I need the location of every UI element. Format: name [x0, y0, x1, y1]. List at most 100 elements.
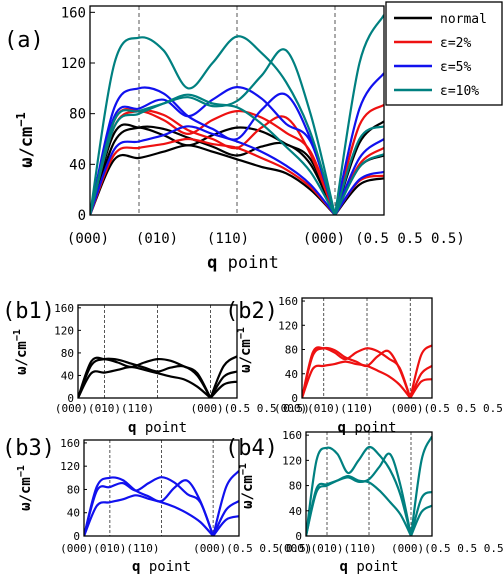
y-tick-label: 80 [67, 483, 80, 496]
series-group [78, 355, 237, 398]
legend: normal ε=2% ε=5% ε=10% [385, 1, 503, 106]
x-axis-label-rest: point [348, 559, 399, 575]
x-axis-label-q: q [128, 420, 136, 436]
x-tick-labels-group: (000)(0.5 0.5 0.5) [193, 542, 312, 555]
series-line-5-branch-2 [84, 476, 239, 536]
y-axis-label: ω/cm−1 [238, 463, 256, 509]
x-axis-label: q point [339, 559, 398, 575]
y-tick-label: 160 [60, 437, 80, 450]
legend-entry: ε=10% [440, 84, 479, 99]
y-tick-label: 0 [295, 530, 302, 543]
x-tick-label: (000) [67, 231, 109, 247]
y-axis-label-exp: −1 [12, 329, 23, 341]
series-line-10-branch-1 [90, 93, 384, 215]
a-panel: 0 40 80 120 160 [61, 5, 385, 224]
plot-frame [301, 297, 433, 399]
legend-entry: ε=5% [440, 60, 471, 75]
series-line-5-branch-1 [90, 125, 384, 215]
y-axis-label-exp: −1 [238, 463, 249, 475]
x-axis-label-rest: point [217, 253, 278, 273]
y-tick-label: 160 [61, 5, 86, 21]
y-tick-label: 120 [60, 460, 80, 473]
y-tick-label: 80 [285, 344, 298, 357]
y-tick-label: 160 [278, 295, 298, 308]
x-axis-label-q: q [132, 559, 140, 575]
y-axis-label-main: ω/cm [18, 477, 34, 511]
x-tick-label: (010) [136, 231, 178, 247]
series-group [306, 435, 432, 536]
series-group [90, 14, 384, 215]
panel-label-b1: (b1) [2, 299, 55, 324]
x-axis-label-q: q [337, 420, 345, 436]
x-tick-labels-group: (000)(0.5 0.5 0.5) [390, 402, 504, 415]
panel-label-b3: (b3) [2, 436, 55, 461]
x-tick-label: (110) [207, 231, 249, 247]
y-tick-label: 120 [61, 56, 86, 72]
y-axis-label-exp: −1 [16, 465, 27, 477]
x-axis-label: q point [337, 420, 396, 436]
x-tick-labels-group: (000)(0.5 0.5 0.5) [191, 402, 310, 415]
y-tick-label: 160 [282, 429, 302, 442]
y-axis-label: ω/cm−1 [14, 112, 37, 167]
x-tick-labels-group: (000)(0.5 0.5 0.5) [391, 542, 504, 555]
b2-panel: 0 40 80 120 160 [278, 295, 433, 405]
y-axis-label-exp: −1 [236, 327, 247, 339]
series-line-10-branch-3 [306, 435, 432, 536]
y-axis-label-exp: −1 [14, 112, 28, 126]
y-tick-label: 0 [78, 208, 86, 224]
series-line-2-branch-3 [302, 344, 432, 398]
series-line-5-branch-3 [90, 72, 384, 215]
x-axis-label-rest: point [140, 559, 191, 575]
y-tick-label: 160 [54, 302, 74, 315]
y-tick-label: 80 [61, 347, 74, 360]
series-line-5-branch-3 [84, 470, 239, 536]
x-axis-label-rest: point [346, 420, 397, 436]
y-axis-label: ω/cm−1 [12, 329, 30, 375]
y-tick-label: 80 [69, 107, 86, 123]
y-tick-label: 0 [67, 392, 74, 405]
legend-entry: normal [440, 12, 487, 27]
y-axis-label: ω/cm−1 [16, 465, 34, 511]
b4-panel: 0 40 80 120 160 [282, 429, 433, 543]
x-axis-label-q: q [207, 253, 217, 273]
plot-frame [305, 431, 433, 537]
legend-entry: ε=2% [440, 36, 471, 51]
series-group [302, 344, 432, 398]
panel-label-a: (a) [4, 28, 44, 53]
y-tick-label: 120 [54, 324, 74, 337]
x-axis-label-q: q [339, 559, 347, 575]
plot-frame [83, 439, 240, 537]
series-line-10-branch-3 [90, 14, 384, 215]
y-tick-label: 0 [73, 530, 80, 543]
y-tick-label: 40 [61, 369, 74, 382]
b3-panel: 0 40 80 120 160 [60, 437, 240, 543]
x-axis-label: q point [132, 559, 191, 575]
x-tick-label: (0.5 0.5 0.5) [355, 231, 465, 247]
x-axis-label: q point [128, 420, 187, 436]
series-group [84, 470, 239, 536]
x-tick-labels-group: (000)(010)(110) [60, 542, 159, 555]
y-tick-label: 80 [289, 480, 302, 493]
series-line-10-branch-2 [90, 35, 384, 215]
y-axis-label: ω/cm−1 [236, 327, 254, 373]
y-tick-label: 120 [278, 319, 298, 332]
plot-frame [77, 304, 238, 399]
y-axis-label-main: ω/cm [17, 127, 37, 168]
panel-label-b4: (b4) [225, 436, 278, 461]
y-axis-label-main: ω/cm [238, 339, 254, 373]
y-tick-label: 40 [285, 368, 298, 381]
y-tick-label: 40 [69, 157, 86, 173]
series-line-10-branch-2 [306, 445, 432, 536]
x-tick-label: (000) [303, 231, 345, 247]
x-tick-labels-group: (000)(010)(110) [274, 402, 373, 415]
y-tick-label: 120 [282, 454, 302, 467]
y-tick-label: 0 [291, 392, 298, 405]
y-tick-label: 40 [67, 507, 80, 520]
x-tick-labels-group: (000)(010)(110) [55, 402, 154, 415]
y-axis-label-main: ω/cm [240, 475, 256, 509]
series-line-normal-branch-3 [78, 355, 237, 398]
x-axis-label: q point [207, 253, 279, 273]
x-tick-labels-group: (000)(010)(110) [277, 542, 376, 555]
plot-frame [89, 5, 385, 216]
